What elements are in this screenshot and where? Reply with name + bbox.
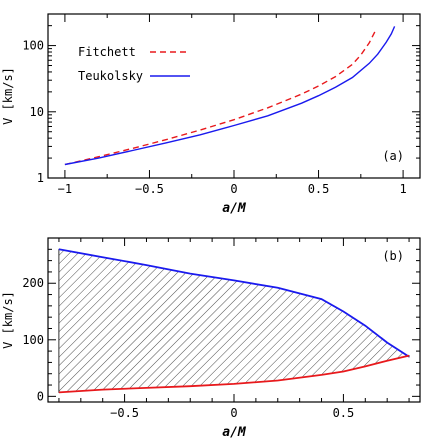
y-tick-label: 100 bbox=[22, 39, 44, 53]
series-line-fitchett bbox=[64, 29, 377, 166]
y-tick-label: 200 bbox=[22, 276, 44, 290]
y-tick-label: 0 bbox=[37, 389, 44, 403]
x-tick-label: 0.5 bbox=[333, 406, 355, 420]
legend-label-teukolsky: Teukolsky bbox=[78, 69, 143, 83]
panel-label: (a) bbox=[382, 149, 404, 163]
boundary-line-lower bbox=[58, 354, 410, 394]
panel-label: (b) bbox=[382, 249, 404, 263]
y-axis-label: V [km/s] bbox=[1, 67, 15, 125]
y-tick-label: 1 bbox=[37, 171, 44, 185]
y-tick-label: 100 bbox=[22, 333, 44, 347]
x-axis-label: a/M bbox=[222, 201, 247, 216]
series-line-teukolsky bbox=[64, 26, 396, 166]
x-tick-label: 1 bbox=[399, 182, 406, 196]
x-tick-label: 0.5 bbox=[308, 182, 330, 196]
legend-label-fitchett: Fitchett bbox=[78, 45, 136, 59]
x-tick-label: −1 bbox=[58, 182, 72, 196]
x-tick-label: −0.5 bbox=[110, 406, 139, 420]
x-axis-label: a/M bbox=[222, 425, 247, 440]
x-tick-label: 0 bbox=[230, 182, 237, 196]
panel-a-frame bbox=[47, 13, 421, 179]
boundary-line-upper bbox=[58, 248, 410, 358]
y-axis-label: V [km/s] bbox=[1, 291, 15, 349]
x-tick-label: 0 bbox=[230, 406, 237, 420]
x-tick-label: −0.5 bbox=[135, 182, 164, 196]
y-tick-label: 10 bbox=[30, 105, 44, 119]
panel-a: −1 −0.5 0 0.5 1 1 10 100 Fitchett Teukolsky (a) a/M… bbox=[1, 13, 421, 216]
panel-b: −0.5 0 0.5 0 100 200 (b) a/M V [km/s] bbox=[1, 237, 421, 440]
